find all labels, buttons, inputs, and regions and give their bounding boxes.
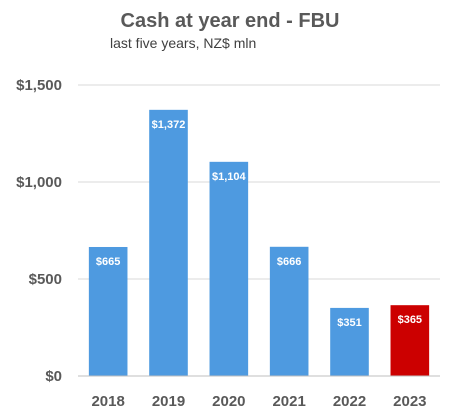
bar-2023 [390, 305, 430, 376]
bars [88, 109, 430, 376]
data-label: $1,372 [152, 119, 186, 131]
chart-title: Cash at year end - FBU [121, 10, 340, 32]
y-tick-label: $500 [29, 271, 62, 288]
y-tick-label: $1,000 [16, 174, 62, 191]
x-tick-label: 2018 [91, 393, 124, 410]
bar-2018 [88, 246, 128, 376]
data-label: $1,104 [212, 171, 247, 183]
x-tick-label: 2019 [152, 393, 185, 410]
bar-2021 [269, 246, 309, 376]
data-label: $351 [337, 317, 361, 329]
data-label: $365 [398, 314, 422, 326]
data-label: $666 [277, 256, 301, 268]
x-tick-label: 2020 [212, 393, 245, 410]
y-tick-label: $0 [45, 368, 62, 385]
data-labels: $665 $1,372 $1,104 $666 $351 $365 [96, 119, 422, 329]
x-tick-label: 2022 [333, 393, 366, 410]
x-axis-ticks: 2018 2019 2020 2021 2022 2023 [91, 393, 426, 410]
bar-2020 [209, 161, 249, 376]
x-tick-label: 2023 [393, 393, 426, 410]
x-tick-label: 2021 [272, 393, 305, 410]
bar-2022 [330, 307, 369, 376]
bar-2019 [149, 109, 188, 376]
y-axis-ticks: $0 $500 $1,000 $1,500 [16, 77, 62, 385]
chart-subtitle: last five years, NZ$ mln [110, 35, 256, 51]
y-tick-label: $1,500 [16, 77, 62, 94]
data-label: $665 [96, 256, 120, 268]
gridlines [78, 84, 440, 280]
